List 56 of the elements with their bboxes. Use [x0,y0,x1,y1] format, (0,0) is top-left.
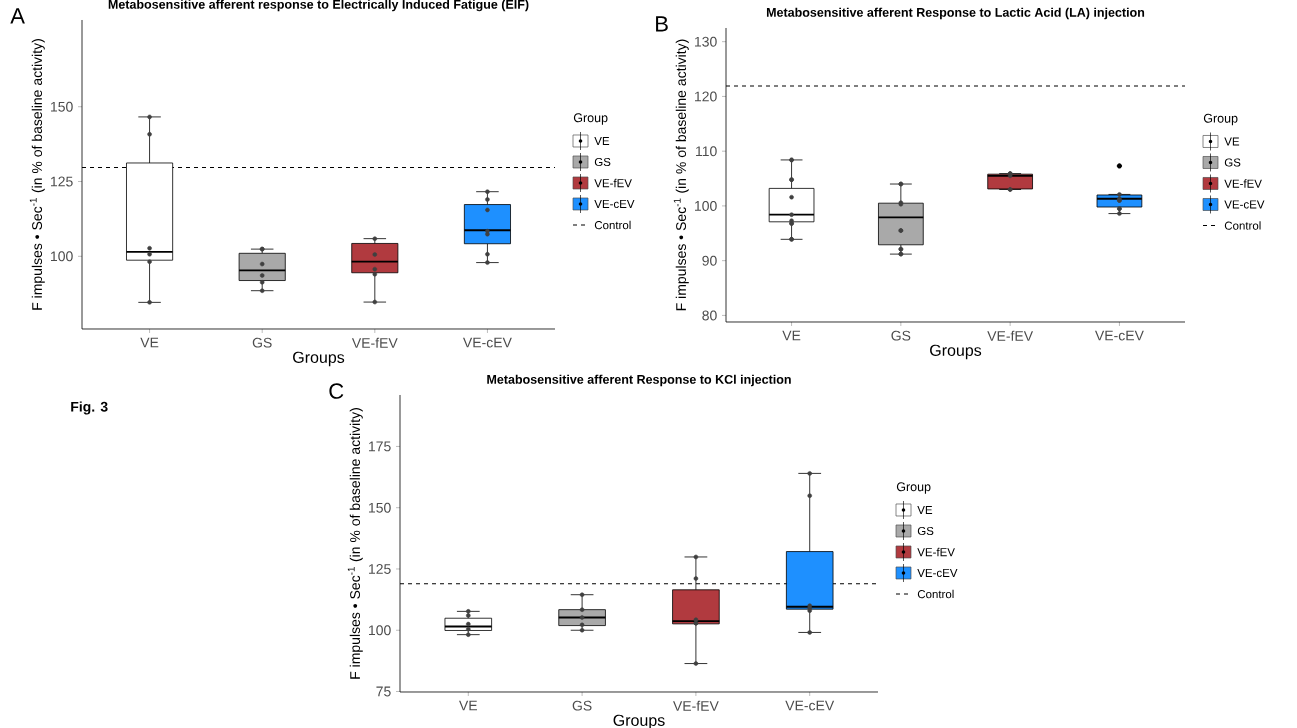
category-label: GS [1224,158,1241,167]
x-tick-label: GS [891,330,911,341]
y-tick-label: 150 [51,101,73,112]
x-tick-label: VE-cEV [785,700,835,711]
text: C [329,383,344,399]
y-tick-label: 125 [369,564,391,574]
chart-title: Metabosensitive afferent Response to KCl injection [487,374,791,387]
y-tick-label: 150 [369,502,391,513]
x-axis-title: Groups [293,351,345,367]
y-tick-label: 75 [376,686,391,697]
x-tick-label: GS [252,337,272,348]
chart-title: Metabosensitive afferent Response to Lactic Acid (LA) injection [766,7,1145,20]
y-tick-label: 100 [695,200,717,211]
legend-title: Group [1203,113,1238,126]
category-label: VE-cEV [1224,200,1265,209]
legend-title: Group [573,113,608,125]
category-label: VE [1224,137,1240,146]
y-axis-title: F impulses • Sec$^{-1}$ (in % of baseline activity) [29,39,45,310]
x-tick-label: VE-fEV [987,330,1034,341]
y-axis-title: F impulses • Sec$^{-1}$ (in % of baseline activity) [347,408,363,679]
y-tick-label: 110 [696,146,717,157]
category-label: VE [917,506,933,514]
y-tick-label: 125 [51,176,73,187]
category-label: VE-fEV [917,547,955,557]
chart-title: Metabosensitive afferent response to Electrically Induced Fatigue (EIF) [108,0,529,12]
category-label: VE [594,137,610,145]
y-tick-label: 90 [702,255,717,266]
text: B [656,16,668,32]
x-axis-title: Groups [930,344,982,360]
category-label: VE-cEV [594,199,635,208]
x-tick-label: VE-fEV [351,337,398,348]
caption: Fig. 3 [71,401,108,415]
y-axis-title: F impulses • Sec$^{-1}$ (in % of baseline activity) [673,39,689,311]
legend-label: Control [594,220,631,230]
legend-label: Control [1224,221,1261,230]
y-tick-label: 100 [369,625,391,636]
x-tick-label: VE-cEV [1094,330,1144,341]
y-tick-label: 120 [695,91,717,102]
y-tick-label: 100 [51,251,73,262]
text: A [10,8,25,24]
y-tick-label: 175 [369,441,391,452]
x-tick-label: VE-fEV [673,700,719,711]
category-label: VE-cEV [917,568,958,577]
x-tick-label: VE [140,337,159,348]
x-tick-label: VE-cEV [462,337,512,348]
category-label: VE-fEV [594,178,632,188]
legend-title: Group [896,482,931,494]
category-label: GS [917,526,934,536]
y-tick-label: 80 [702,310,717,321]
y-tick-label: 130 [695,36,717,47]
legend-label: Control [917,589,954,599]
category-label: GS [594,157,611,167]
x-tick-label: GS [572,700,592,711]
x-tick-label: VE [782,330,801,341]
x-tick-label: VE [459,700,478,711]
category-label: VE-fEV [1224,179,1262,188]
